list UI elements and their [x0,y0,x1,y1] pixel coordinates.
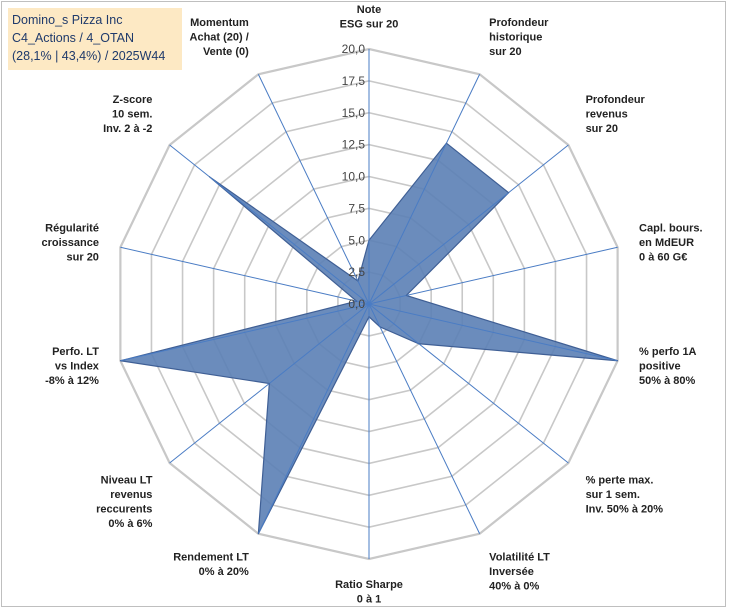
axis-spoke [368,303,569,464]
tick-label: 2,5 [348,265,365,279]
axis-label: Rendement LT 0% à 20% [173,552,249,579]
data-point [617,360,619,362]
data-point [356,300,358,302]
data-point [119,360,121,362]
data-point [209,176,211,178]
axis-label: Régularité croissance sur 20 [41,223,98,264]
axis-spoke [368,303,481,534]
axis-spoke [368,246,618,305]
data-point [268,382,270,384]
axis-label: Profondeur historique sur 20 [489,17,549,58]
data-point [368,239,370,241]
category-label: C4_Actions / 4_OTAN [12,31,135,45]
tick-label: 12,5 [342,138,366,152]
axis-label: Volatilité LT Inversée 40% à 0% [489,552,550,593]
axis-spoke [368,144,569,305]
tick-label: 17,5 [342,74,366,88]
tick-label: 10,0 [342,170,366,184]
tick-label: 0,0 [348,297,365,311]
axis-spoke [120,246,370,305]
data-point [418,343,420,345]
axis-label: % perfo 1A positive 50% à 80% [639,346,697,387]
axis-label: % perte max. sur 1 sem. Inv. 50% à 20% [586,475,664,516]
axis-spoke [120,303,370,362]
axis-label: Ratio Sharpe 0 à 1 [335,579,403,606]
data-point [508,192,510,194]
info-box: Domino_s Pizza Inc C4_Actions / 4_OTAN (… [8,8,182,70]
axis-label: Note ESG sur 20 [340,4,399,31]
tick-label: 7,5 [348,201,365,215]
axis-label: Z-score 10 sem. Inv. 2 à -2 [103,94,152,135]
company-name: Domino_s Pizza Inc [12,13,123,27]
data-point [257,533,259,535]
axis-label: Niveau LT revenus reccurents 0% à 6% [96,475,153,531]
axis-spoke [257,74,370,305]
data-point [368,316,370,318]
axis-spoke [368,303,618,362]
tick-label: 5,0 [348,233,365,247]
data-point [357,280,359,282]
axis-spoke [169,144,370,305]
tick-label: 20,0 [342,42,366,56]
data-point [445,142,447,144]
axis-spoke [257,303,370,534]
tick-label: 15,0 [342,106,366,120]
axis-spoke [368,74,481,305]
data-point [405,294,407,296]
axis-label: Profondeur revenus sur 20 [586,94,646,135]
score-summary: (28,1% | 43,4%) / 2025W44 [12,49,166,63]
axis-label: Perfo. LT vs Index -8% à 12% [45,346,100,387]
axis-label: Momentum Achat (20) / Vente (0) [190,17,250,58]
axis-label: Capl. bours. en MdEUR 0 à 60 G€ [639,223,703,264]
data-point [379,326,381,328]
